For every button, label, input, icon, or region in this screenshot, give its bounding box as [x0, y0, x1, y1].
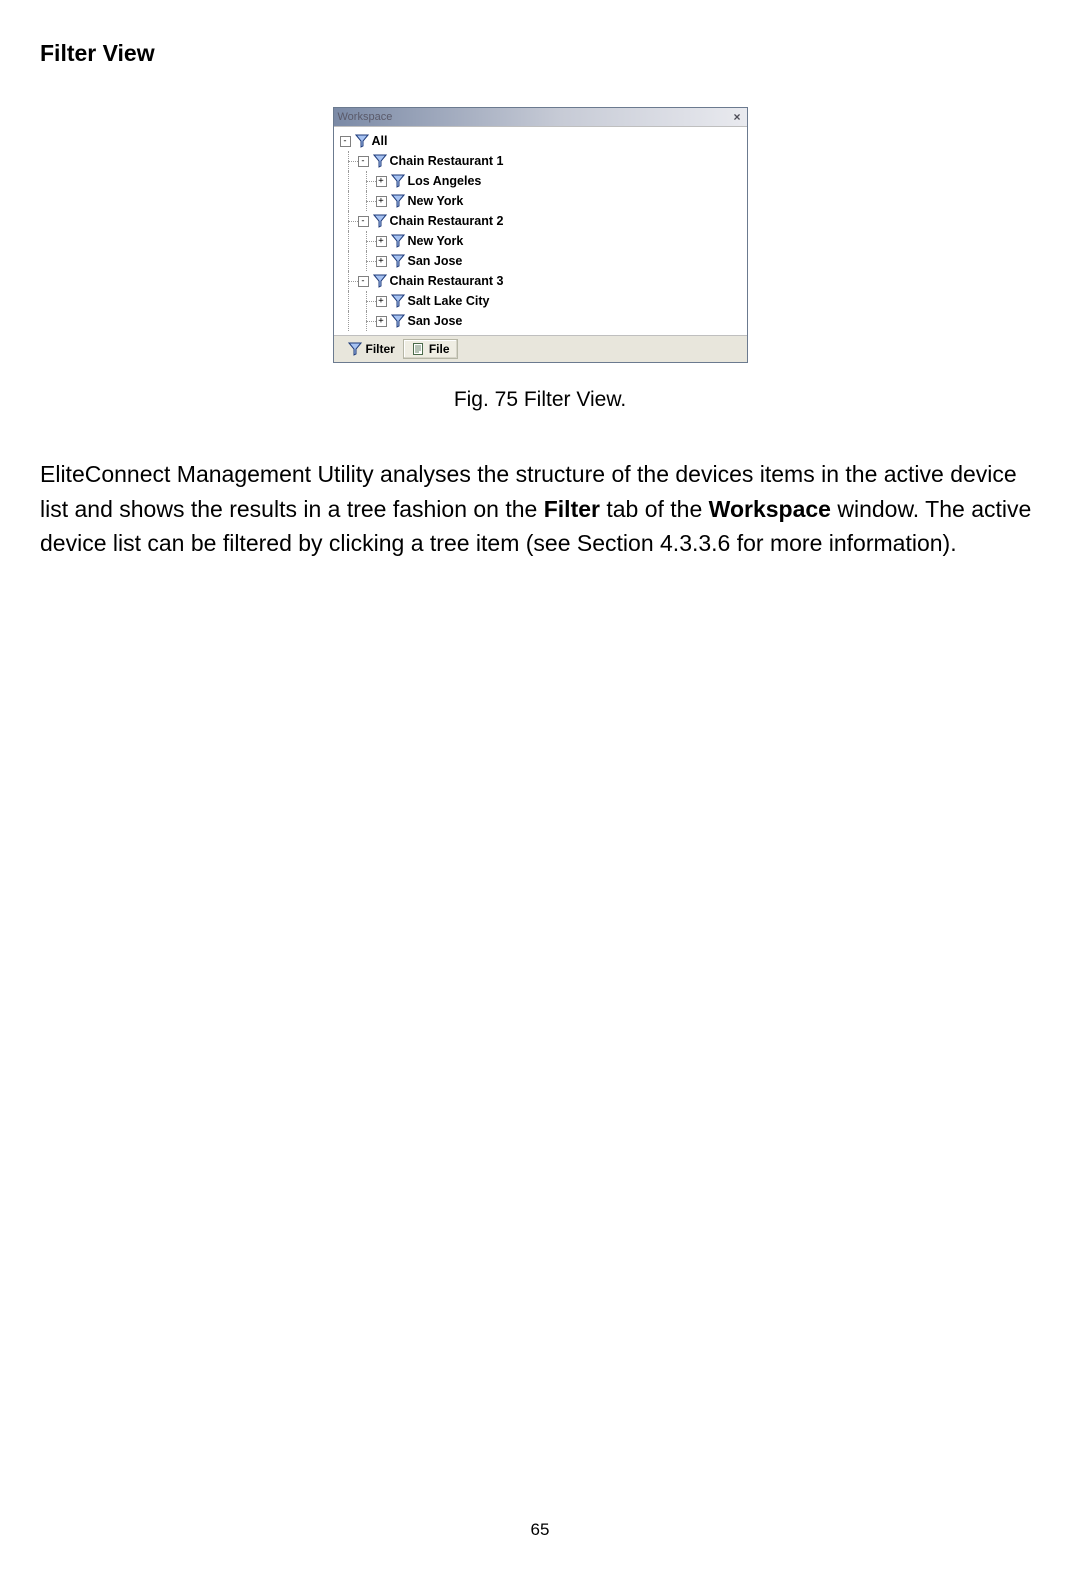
tab-filter[interactable]: Filter — [340, 339, 403, 359]
tree-indent — [340, 251, 358, 271]
expand-icon[interactable]: + — [376, 256, 387, 267]
body-paragraph: EliteConnect Management Utility analyses… — [40, 457, 1040, 561]
collapse-icon[interactable]: - — [358, 216, 369, 227]
tree-indent — [340, 151, 358, 171]
tree-indent — [340, 211, 358, 231]
tree-node-label: Chain Restaurant 1 — [390, 154, 504, 168]
expand-icon[interactable]: + — [376, 176, 387, 187]
funnel-icon — [391, 194, 405, 208]
tree-node[interactable]: + San Jose — [340, 311, 745, 331]
tree-node-label: New York — [408, 234, 464, 248]
tree-node[interactable]: + San Jose — [340, 251, 745, 271]
funnel-icon — [391, 314, 405, 328]
section-title: Filter View — [40, 40, 1040, 67]
tab-filter-label: Filter — [366, 342, 395, 356]
funnel-icon — [391, 254, 405, 268]
tree-node-label: Chain Restaurant 3 — [390, 274, 504, 288]
tree-indent — [358, 191, 376, 211]
funnel-icon — [391, 174, 405, 188]
tree-node[interactable]: + New York — [340, 191, 745, 211]
expand-icon[interactable]: + — [376, 316, 387, 327]
tree-node-label: All — [372, 134, 388, 148]
file-icon — [411, 342, 425, 356]
funnel-icon — [373, 274, 387, 288]
tree-node[interactable]: + Salt Lake City — [340, 291, 745, 311]
tab-bar: Filter File — [334, 336, 747, 362]
body-bold-workspace: Workspace — [709, 496, 831, 522]
collapse-icon[interactable]: - — [358, 156, 369, 167]
window-titlebar: Workspace × — [334, 108, 747, 126]
funnel-icon — [355, 134, 369, 148]
tree-node-label: San Jose — [408, 254, 463, 268]
tree-indent — [358, 231, 376, 251]
tree-node-label: Los Angeles — [408, 174, 482, 188]
tab-file[interactable]: File — [403, 339, 458, 359]
tree-node[interactable]: + Los Angeles — [340, 171, 745, 191]
tree-indent — [340, 171, 358, 191]
page-number: 65 — [0, 1520, 1080, 1540]
tree-indent — [358, 251, 376, 271]
figure-caption: Fig. 75 Filter View. — [40, 388, 1040, 412]
body-bold-filter: Filter — [544, 496, 600, 522]
close-icon[interactable]: × — [729, 111, 744, 123]
tree-indent — [340, 191, 358, 211]
funnel-icon — [373, 154, 387, 168]
funnel-icon — [348, 342, 362, 356]
expand-icon[interactable]: + — [376, 236, 387, 247]
tree-indent — [340, 271, 358, 291]
funnel-icon — [391, 294, 405, 308]
tree-indent — [358, 171, 376, 191]
tree-indent — [340, 291, 358, 311]
expand-icon[interactable]: + — [376, 196, 387, 207]
tree-node[interactable]: + New York — [340, 231, 745, 251]
window-title: Workspace — [338, 111, 393, 123]
tree-indent — [358, 311, 376, 331]
tree-indent — [358, 291, 376, 311]
body-text-mid1: tab of the — [600, 496, 709, 522]
tree-node-label: Salt Lake City — [408, 294, 490, 308]
screenshot-container: Workspace × -All-Chain Restaurant 1+Los … — [40, 107, 1040, 363]
tree-indent — [340, 311, 358, 331]
tree-node-label: Chain Restaurant 2 — [390, 214, 504, 228]
collapse-icon[interactable]: - — [340, 136, 351, 147]
tree-node[interactable]: - All — [340, 131, 745, 151]
tree-view: -All-Chain Restaurant 1+Los Angeles+New … — [334, 126, 747, 336]
expand-icon[interactable]: + — [376, 296, 387, 307]
tree-indent — [340, 231, 358, 251]
funnel-icon — [391, 234, 405, 248]
tree-node[interactable]: - Chain Restaurant 1 — [340, 151, 745, 171]
tree-node[interactable]: - Chain Restaurant 2 — [340, 211, 745, 231]
funnel-icon — [373, 214, 387, 228]
tree-node[interactable]: - Chain Restaurant 3 — [340, 271, 745, 291]
tab-file-label: File — [429, 342, 450, 356]
tree-node-label: New York — [408, 194, 464, 208]
collapse-icon[interactable]: - — [358, 276, 369, 287]
tree-node-label: San Jose — [408, 314, 463, 328]
workspace-window: Workspace × -All-Chain Restaurant 1+Los … — [333, 107, 748, 363]
